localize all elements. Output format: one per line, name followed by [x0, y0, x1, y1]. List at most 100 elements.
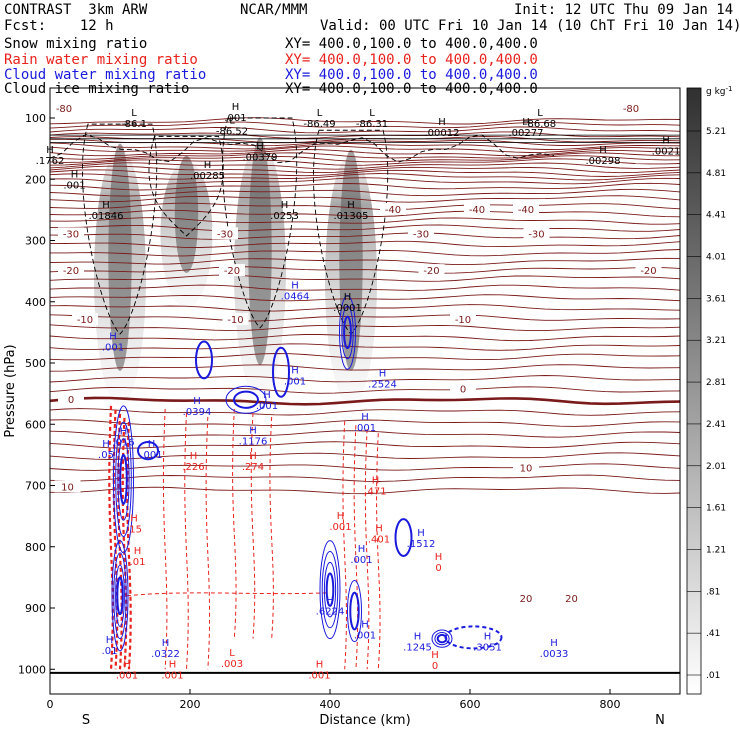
isotherm-label: -30: [528, 229, 544, 240]
cloud-water-contour: [434, 632, 450, 646]
x-end-label-n: N: [655, 713, 665, 728]
legend-snow-label: Snow mixing ratio: [4, 36, 148, 52]
cloud-water-contour: [323, 561, 337, 618]
isotherm-label: 20: [565, 594, 578, 605]
extremum-kind: H: [372, 476, 380, 487]
x-end-label-s: S: [82, 713, 90, 728]
cloud-water-contour: [195, 340, 213, 380]
cloud-water-contour: [436, 633, 448, 644]
isotherm-label: -40: [385, 205, 401, 216]
isotherm-label-bg: [58, 227, 84, 240]
cloud-water-contour: [319, 540, 341, 640]
extremum-value: .001: [308, 670, 330, 681]
extremum-kind: H: [193, 396, 201, 407]
isotherm-line: [49, 188, 681, 197]
isotherm-line: [49, 155, 681, 163]
header-valid: Valid: 00 UTC Fri 10 Jan 14 (10 ChT Fri …: [320, 18, 740, 34]
y-tick-label: 700: [25, 480, 46, 493]
colorbar-tick-label: .01: [706, 671, 720, 681]
extremum-value: .00298: [586, 156, 621, 167]
legend-snow-xy: XY= 400.0,100.0 to 400.0,400.0: [285, 36, 538, 52]
cloud-water-contour: [394, 518, 413, 557]
snow-plume-core: [108, 143, 132, 371]
extremum-kind: H: [417, 528, 425, 539]
extremum-value: .0322: [151, 649, 180, 660]
isotherm-label-bg: [558, 591, 585, 604]
isotherm-label-bg: [72, 313, 98, 326]
isotherm-line: [49, 182, 681, 191]
isotherm-label-bg: [523, 227, 550, 240]
x-tick-label: 600: [460, 698, 481, 711]
isotherm-label: 0: [460, 384, 466, 395]
y-tick-label: 900: [25, 602, 46, 615]
snow-plume: [160, 160, 213, 308]
extremum-kind: H: [358, 544, 366, 555]
extremum-value: .001: [140, 450, 162, 461]
isotherm-label: -20: [224, 266, 240, 277]
cloud-ice-contour: [49, 134, 555, 164]
isotherm-line: [49, 257, 681, 266]
isotherm-label: -10: [227, 315, 243, 326]
extremum-kind: H: [344, 292, 352, 303]
isotherm-line: [49, 452, 681, 460]
isotherm-line: [49, 408, 681, 416]
extremum-kind: L: [229, 648, 235, 659]
extremum-kind: H: [375, 523, 383, 534]
isotherm-label-bg: [450, 382, 476, 395]
cloud-ice-contour: [82, 123, 158, 335]
rain-contour: [126, 421, 132, 670]
isotherm-line: [49, 364, 681, 372]
extremum-kind: H: [316, 659, 324, 670]
extremum-value: .01: [130, 557, 146, 568]
extremum-kind: H: [106, 635, 114, 646]
colorbar-tick-label: 2.41: [706, 420, 726, 430]
extremum-kind: H: [291, 365, 299, 376]
isotherm-label: -40: [469, 205, 485, 216]
isotherm-line: [49, 173, 681, 181]
header-center: NCAR/MMM: [240, 2, 308, 18]
y-axis-label: Pressure (hPa): [3, 344, 18, 437]
isotherm-label-bg: [635, 264, 662, 277]
rain-contour: [342, 421, 347, 670]
isotherm-line: [49, 284, 681, 291]
colorbar-tick-label: 1.21: [706, 545, 726, 555]
extremum-value: .471: [364, 487, 386, 498]
y-tick-label: 500: [25, 357, 46, 370]
extremum-kind: H: [169, 659, 177, 670]
extremum-value: .00012: [425, 128, 460, 139]
isotherm-line: [49, 386, 681, 394]
extremum-value: .05: [98, 450, 114, 461]
isotherm-line: [49, 131, 681, 139]
isotherm-label: -30: [413, 229, 429, 240]
cloud-water-contour: [137, 440, 159, 461]
rain-contour: [232, 408, 237, 639]
x-tick-label: 0: [47, 698, 54, 711]
rain-contour: [121, 417, 128, 670]
colorbar-tick-label: .81: [706, 587, 720, 597]
extremum-kind: H: [438, 117, 446, 128]
isotherm-line: [49, 486, 681, 495]
cloud-water-contour: [444, 625, 503, 650]
extremum-value: .15: [126, 524, 142, 535]
cloud-ice-contour: [148, 135, 224, 237]
isotherm-line: [49, 474, 681, 482]
extremum-value: .01846: [89, 211, 124, 222]
extremum-value: .3051: [473, 643, 502, 654]
extremum-kind: H: [249, 425, 257, 436]
extremum-value: .401: [368, 534, 390, 545]
isotherm-label-bg: [464, 202, 490, 215]
isotherm-label-bg: [380, 202, 406, 215]
y-tick-label: 100: [25, 112, 46, 125]
isotherm-line: [49, 314, 681, 322]
extremum-value: 0: [432, 661, 438, 672]
snow-plume-core: [174, 155, 199, 273]
colorbar-tick-label: 2.81: [706, 378, 726, 388]
extremum-kind: H: [435, 552, 443, 563]
isotherm-line: [50, 138, 681, 147]
extremum-value: .6224: [316, 607, 345, 618]
colorbar-tick-label: .41: [706, 629, 720, 639]
isotherm-label: -80: [623, 104, 639, 115]
extremum-kind: H: [361, 619, 369, 630]
cloud-water-contour: [115, 421, 132, 538]
isotherm-label-bg: [513, 202, 539, 215]
